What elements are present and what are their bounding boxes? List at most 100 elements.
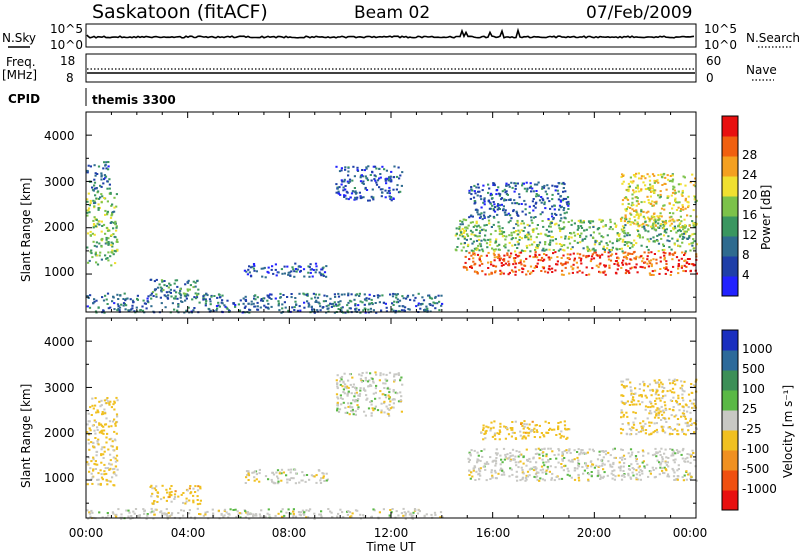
power-cell	[663, 248, 666, 251]
velocity-cell	[577, 459, 580, 462]
power-cell	[250, 300, 253, 303]
velocity-cell	[229, 508, 232, 511]
velocity-cell	[682, 405, 685, 408]
velocity-cell	[567, 470, 570, 473]
power-cell	[332, 302, 335, 305]
velocity-cell	[370, 412, 373, 415]
power-cell	[375, 311, 378, 314]
velocity-cell	[346, 510, 349, 513]
velocity-cell	[199, 487, 202, 490]
power-cell	[684, 224, 687, 227]
power-cell	[613, 263, 616, 265]
velocity-cell	[315, 481, 318, 484]
velocity-cell	[478, 472, 481, 475]
velocity-cell	[499, 469, 502, 472]
power-cell	[373, 174, 376, 177]
velocity-cell	[658, 407, 661, 410]
velocity-cell	[648, 383, 651, 386]
power-cell	[689, 181, 692, 184]
power-cell	[94, 310, 98, 313]
velocity-tick-2000: 2000	[44, 426, 75, 440]
power-cell	[648, 220, 651, 223]
power-cell	[94, 174, 97, 177]
velocity-cell	[627, 474, 630, 477]
power-cell	[368, 297, 371, 300]
velocity-cell	[268, 513, 271, 516]
velocity-cell	[647, 452, 650, 455]
velocity-cell	[344, 385, 347, 388]
power-cell	[688, 235, 691, 238]
velocity-cell	[659, 410, 662, 413]
velocity-cell	[655, 409, 658, 412]
velocity-cell	[538, 453, 541, 456]
power-cell	[673, 219, 676, 222]
freq-frame	[85, 53, 697, 83]
velocity-cell	[349, 406, 352, 409]
velocity-cell	[676, 478, 679, 481]
velocity-cell	[655, 455, 658, 458]
power-cell	[116, 303, 120, 306]
power-cell	[649, 186, 652, 189]
power-cell	[114, 223, 117, 226]
power-cell	[514, 243, 517, 246]
power-cell	[216, 307, 219, 310]
power-cell	[395, 296, 398, 299]
velocity-cell	[532, 466, 535, 469]
power-cell	[514, 182, 517, 185]
power-cell	[337, 308, 340, 310]
velocity-cell	[480, 431, 483, 434]
power-cell	[131, 304, 134, 307]
velocity-cell	[110, 425, 113, 428]
velocity-cell	[344, 411, 347, 414]
velocity-cell	[667, 426, 670, 429]
power-cell	[632, 180, 635, 183]
power-cell	[659, 224, 662, 227]
velocity-cell	[365, 394, 368, 397]
velocity-cell	[524, 431, 528, 434]
velocity-cell	[397, 374, 401, 376]
power-cell	[582, 220, 585, 222]
power-cell	[185, 297, 188, 300]
velocity-cell	[646, 463, 649, 466]
power-cell	[192, 286, 195, 289]
velocity-cell	[336, 409, 339, 412]
velocity-cell	[294, 468, 297, 471]
power-cell	[218, 296, 222, 299]
velocity-cell	[513, 458, 516, 461]
velocity-cell	[682, 479, 685, 482]
velocity-cell	[564, 464, 567, 467]
power-cell	[679, 210, 682, 212]
power-cell	[494, 229, 497, 232]
power-cell	[607, 251, 610, 254]
velocity-cell	[563, 457, 566, 459]
power-cell	[502, 208, 505, 211]
velocity-cell	[372, 392, 375, 395]
power-colorbar-swatch	[722, 156, 738, 177]
velocity-cell	[669, 382, 672, 385]
velocity-cell	[90, 460, 93, 463]
power-cell	[627, 270, 630, 273]
velocity-cell	[528, 423, 531, 426]
power-cell	[87, 261, 90, 264]
power-cell	[101, 225, 104, 227]
power-cell	[603, 251, 606, 253]
power-cell	[684, 230, 687, 233]
power-cell	[564, 190, 567, 193]
velocity-cell	[629, 477, 633, 480]
velocity-cell	[387, 394, 390, 397]
power-cell	[169, 291, 172, 294]
velocity-cell	[518, 454, 522, 457]
power-cell	[299, 269, 302, 272]
velocity-cell	[170, 490, 173, 493]
velocity-cell	[506, 428, 509, 431]
velocity-cell	[287, 468, 290, 471]
power-cell	[600, 220, 603, 223]
power-cell	[559, 228, 562, 231]
power-cell	[367, 199, 370, 202]
velocity-cell	[528, 427, 531, 430]
power-cell	[183, 294, 186, 297]
velocity-cell	[671, 408, 674, 411]
power-cell	[668, 240, 671, 243]
power-cell	[629, 247, 632, 250]
velocity-cell	[360, 379, 363, 382]
